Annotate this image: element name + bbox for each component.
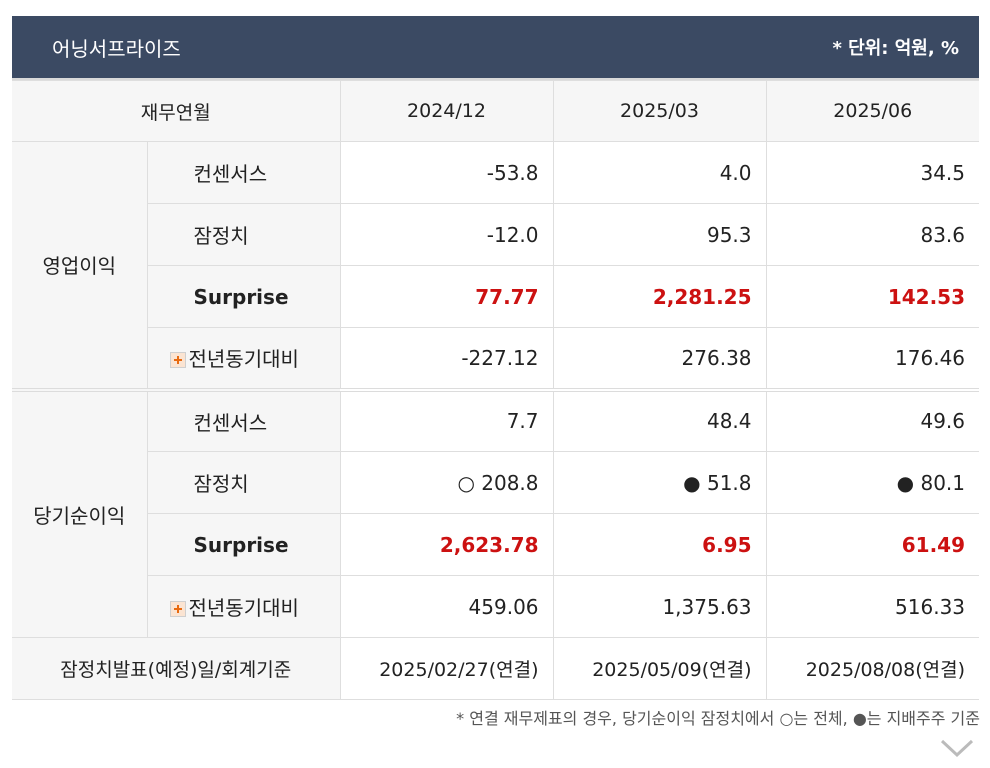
period-header: 2025/03 <box>552 80 767 142</box>
cell-value: 95.3 <box>552 203 767 266</box>
cell-value: 516.33 <box>765 575 980 638</box>
footnote: * 연결 재무제표의 경우, 당기순이익 잠정치에서 ○는 전체, ●는 지배주… <box>456 709 980 728</box>
surprise-value: 2,623.78 <box>339 513 554 576</box>
table-row: 잠정치 ○ 208.8 ● 51.8 ● 80.1 <box>12 451 980 514</box>
announcement-date: 2025/02/27(연결) <box>339 637 554 700</box>
row-label: 컨센서스 <box>146 141 341 204</box>
table-row: Surprise 2,623.78 6.95 61.49 <box>12 513 980 576</box>
cell-value: 459.06 <box>339 575 554 638</box>
row-label: 잠정치 <box>146 451 341 514</box>
table-row: 전년동기대비 -227.12 276.38 176.46 <box>12 327 980 390</box>
group-label-net-income: 당기순이익 <box>12 387 148 638</box>
cell-value: 49.6 <box>765 387 980 452</box>
announcement-date: 2025/05/09(연결) <box>552 637 767 700</box>
cell-value: 1,375.63 <box>552 575 767 638</box>
table-row: 영업이익 컨센서스 -53.8 4.0 34.5 <box>12 141 980 390</box>
announcement-date-label: 잠정치발표(예정)일/회계기준 <box>12 637 341 700</box>
cell-value: 276.38 <box>552 327 767 390</box>
announcement-date: 2025/08/08(연결) <box>765 637 980 700</box>
chevron-down-icon[interactable] <box>940 738 974 758</box>
period-header: 2025/06 <box>765 80 980 142</box>
cell-value: 176.46 <box>765 327 980 390</box>
header-divider <box>12 78 979 80</box>
row-label-surprise: Surprise <box>146 265 341 328</box>
unit-note: * 단위: 억원, % <box>832 38 959 59</box>
cell-value: 34.5 <box>765 141 980 204</box>
cell-value: 4.0 <box>552 141 767 204</box>
group-label-operating-profit: 영업이익 <box>12 141 148 390</box>
cell-value: -227.12 <box>339 327 554 390</box>
surprise-value: 2,281.25 <box>552 265 767 328</box>
announcement-date-row: 잠정치발표(예정)일/회계기준 2025/02/27(연결) 2025/05/0… <box>12 637 980 700</box>
surprise-value: 6.95 <box>552 513 767 576</box>
cell-value: ○ 208.8 <box>339 451 554 514</box>
panel-header: 어닝서프라이즈 * 단위: 억원, % <box>12 16 979 78</box>
panel-title: 어닝서프라이즈 <box>52 36 181 61</box>
table-header-row: 재무연월 2024/12 2025/03 2025/06 <box>12 80 980 142</box>
row-label: 잠정치 <box>146 203 341 266</box>
cell-value: ● 51.8 <box>552 451 767 514</box>
row-label[interactable]: 전년동기대비 <box>188 596 299 620</box>
earnings-table: 재무연월 2024/12 2025/03 2025/06 영업이익 컨센서스 -… <box>12 80 980 700</box>
yoy-row-label[interactable]: 전년동기대비 <box>146 327 341 390</box>
surprise-value: 77.77 <box>339 265 554 328</box>
expand-plus-icon[interactable] <box>169 601 186 617</box>
period-header: 2024/12 <box>339 80 554 142</box>
cell-value: -12.0 <box>339 203 554 266</box>
cell-value: 83.6 <box>765 203 980 266</box>
row-label[interactable]: 전년동기대비 <box>188 347 299 372</box>
row-label-surprise: Surprise <box>146 513 341 576</box>
expand-plus-icon[interactable] <box>169 352 186 369</box>
table-row: 당기순이익 컨센서스 7.7 48.4 49.6 <box>12 387 980 638</box>
surprise-value: 142.53 <box>765 265 980 328</box>
period-column-label: 재무연월 <box>12 80 341 142</box>
table-row: Surprise 77.77 2,281.25 142.53 <box>12 265 980 328</box>
cell-value: 7.7 <box>339 387 554 452</box>
cell-value: 48.4 <box>552 387 767 452</box>
yoy-row-label[interactable]: 전년동기대비 <box>146 575 341 638</box>
surprise-value: 61.49 <box>765 513 980 576</box>
table-row: 전년동기대비 459.06 1,375.63 516.33 <box>12 575 980 638</box>
cell-value: -53.8 <box>339 141 554 204</box>
table-row: 잠정치 -12.0 95.3 83.6 <box>12 203 980 266</box>
row-label: 컨센서스 <box>146 387 341 452</box>
cell-value: ● 80.1 <box>765 451 980 514</box>
earnings-surprise-panel: 어닝서프라이즈 * 단위: 억원, % 재무연월 2024/12 2025/03… <box>12 16 980 700</box>
